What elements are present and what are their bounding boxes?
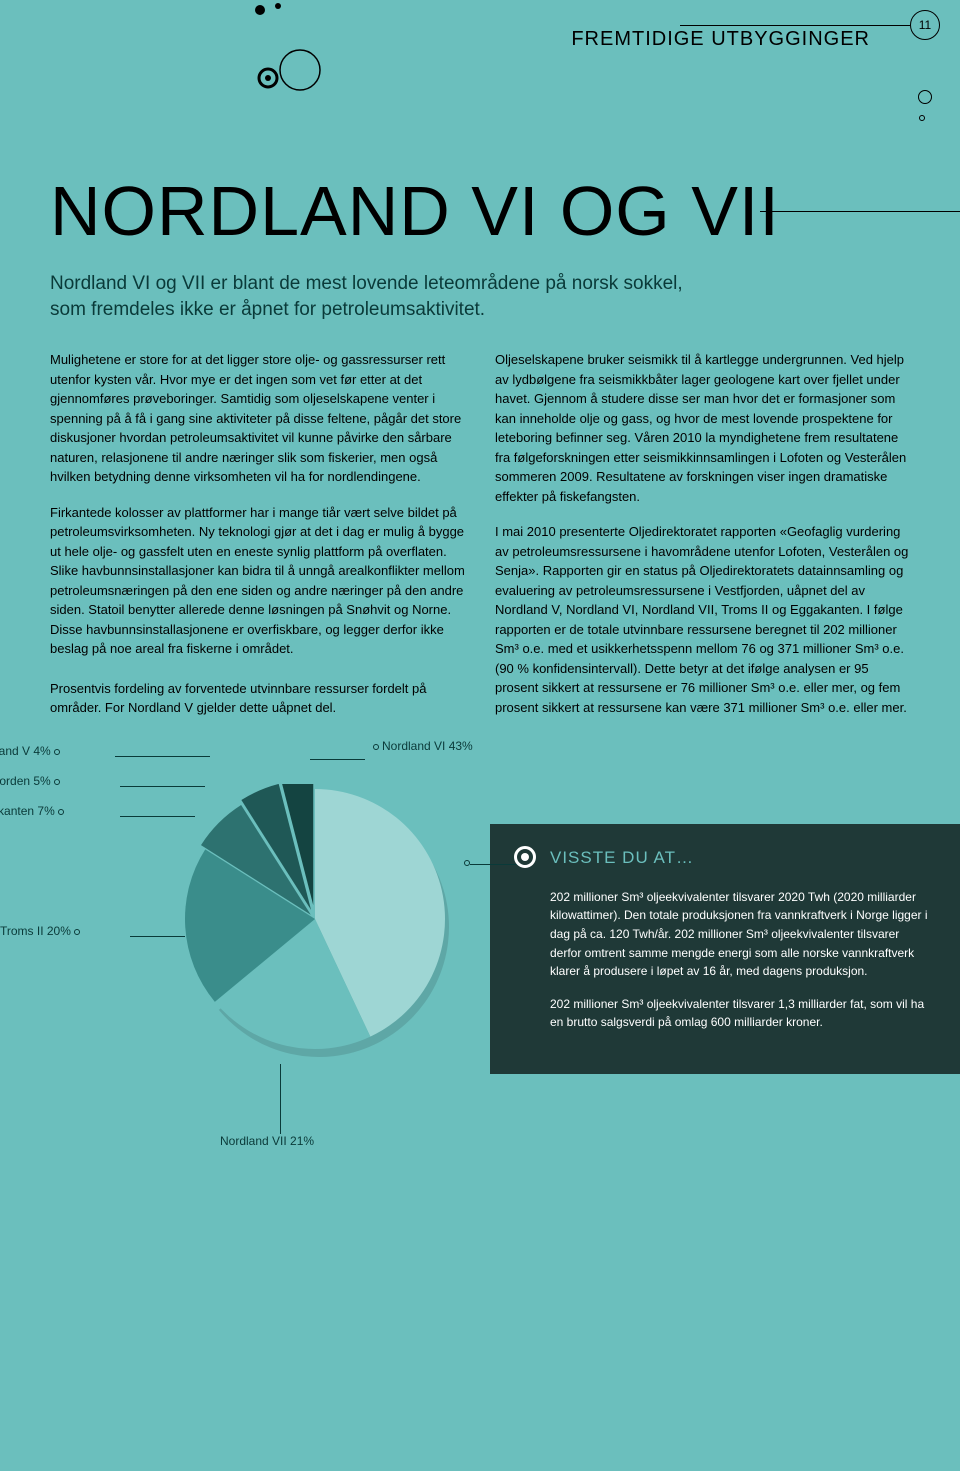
pie-legend-item: Eggakanten 7% [0, 804, 67, 818]
pie-legend-item: Troms II 20% [0, 924, 83, 938]
pie-legend-item: Nordland V 4% [0, 744, 63, 758]
right-p2: I mai 2010 presenterte Oljedirektoratet … [495, 522, 910, 717]
pie-leader-line [120, 816, 195, 817]
page-number: 11 [919, 18, 931, 32]
info-box-p2: 202 millioner Sm³ oljeekvivalenter tilsv… [550, 995, 932, 1032]
section-label: FREMTIDIGE UTBYGGINGER [50, 28, 870, 51]
right-p1: Oljeselskapene bruker seismikk til å kar… [495, 350, 910, 506]
info-box-p1: 202 millioner Sm³ oljeekvivalenter tilsv… [550, 888, 932, 981]
pie-chart-area: Nordland VI 43%Nordland VII 21%Troms II … [50, 744, 470, 1204]
info-box: VISSTE DU AT… 202 millioner Sm³ oljeekvi… [490, 824, 960, 1074]
chart-caption: Prosentvis fordeling av forventede utvin… [50, 679, 465, 718]
pie-leader-line [280, 1064, 281, 1134]
info-box-title: VISSTE DU AT… [550, 848, 932, 868]
pie-leader-line [310, 759, 365, 760]
deco-circle [918, 90, 932, 104]
pie-leader-line [120, 786, 205, 787]
info-box-connector [470, 864, 520, 865]
pie-legend-item: Nordland VII 21% [220, 1134, 314, 1148]
intro-paragraph: Nordland VI og VII er blant de mest love… [50, 271, 690, 322]
page-number-badge: 11 [910, 10, 940, 40]
deco-circle-small [919, 115, 925, 121]
pie-chart [180, 784, 450, 1054]
left-column: Mulighetene er store for at det ligger s… [50, 350, 465, 734]
header-decoration [0, 0, 960, 120]
main-title: NORDLAND VI OG VII [50, 171, 910, 251]
pie-legend-item: Nordland VI 43% [370, 739, 473, 753]
page-number-rule [680, 25, 910, 26]
pie-leader-line [115, 756, 210, 757]
pie-legend-item: Vestfjorden 5% [0, 774, 63, 788]
info-box-connector-dot [464, 860, 470, 866]
pie-leader-line [130, 936, 185, 937]
main-title-text: NORDLAND VI OG VII [50, 172, 780, 250]
left-p1: Mulighetene er store for at det ligger s… [50, 350, 465, 487]
target-icon [514, 846, 536, 868]
right-column: Oljeselskapene bruker seismikk til å kar… [495, 350, 910, 734]
title-rule [760, 211, 960, 212]
left-p2: Firkantede kolosser av plattformer har i… [50, 503, 465, 659]
